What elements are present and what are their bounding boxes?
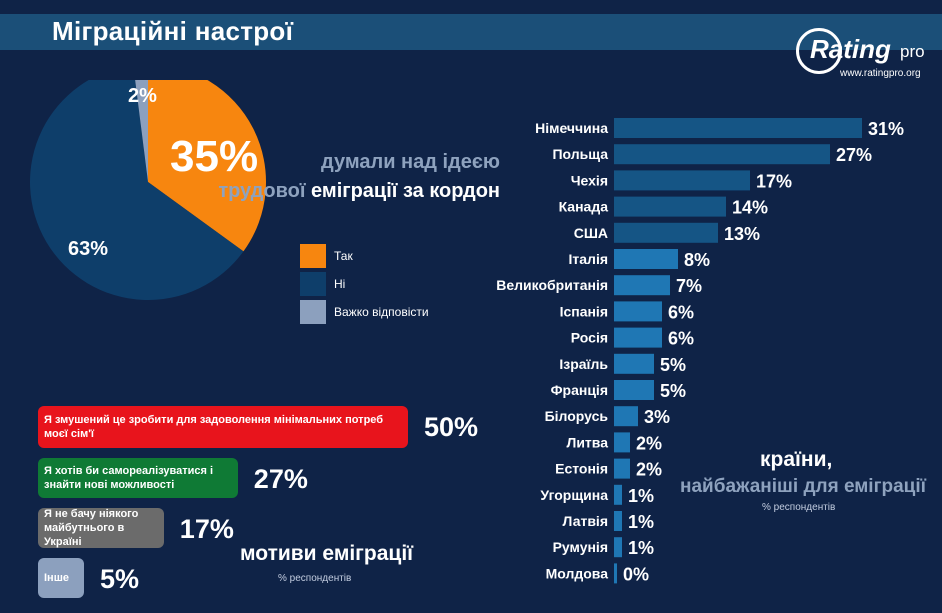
pie-slice-0	[148, 80, 266, 252]
country-value: 17%	[756, 171, 792, 191]
country-bar	[614, 537, 622, 558]
pie-title-line1: думали над ідеєю	[321, 151, 500, 173]
pie-title-line2: трудової еміграції за кордон	[210, 177, 500, 206]
country-value: 6%	[668, 329, 694, 349]
country-bar	[614, 511, 622, 531]
country-bar	[614, 432, 630, 453]
country-bar	[614, 196, 726, 217]
country-label: Франція	[551, 382, 608, 398]
logo-circle-icon	[796, 28, 842, 74]
country-value: 13%	[724, 224, 760, 244]
country-label: Молдова	[546, 565, 609, 581]
country-label: Білорусь	[545, 408, 609, 424]
country-bar	[614, 484, 622, 505]
motive-bar: Інше	[38, 558, 84, 598]
motive-value: 27%	[253, 464, 308, 494]
country-bar	[614, 458, 630, 479]
country-bar	[614, 327, 662, 348]
motives-title: мотиви еміграції	[240, 542, 414, 565]
country-value: 0%	[623, 564, 649, 584]
logo-url: www.ratingpro.org	[840, 68, 921, 79]
country-label: США	[574, 225, 608, 241]
country-value: 5%	[660, 355, 686, 375]
country-label: Латвія	[563, 513, 608, 529]
country-value: 8%	[684, 250, 710, 270]
legend-item: Так	[300, 242, 429, 270]
country-value: 3%	[644, 407, 670, 427]
country-value: 1%	[628, 486, 654, 506]
legend-label: Ні	[334, 277, 346, 291]
countries-title: країни,	[760, 448, 833, 471]
country-label: Ізраїль	[559, 356, 608, 372]
country-label: Росія	[571, 330, 608, 346]
country-bar	[614, 249, 678, 269]
country-value: 2%	[636, 433, 662, 453]
country-label: Італія	[569, 251, 608, 267]
country-bar	[614, 301, 662, 322]
logo-word: Rating	[810, 34, 891, 64]
country-value: 2%	[636, 460, 662, 480]
logo-pro: pro	[900, 42, 925, 61]
country-bar	[614, 170, 750, 191]
country-label: Литва	[567, 434, 609, 450]
country-bar	[614, 380, 654, 400]
pie-chart: 63% 2%	[30, 80, 266, 300]
motives-note: % респондентів	[278, 573, 352, 584]
country-value: 7%	[676, 276, 702, 296]
pie-slice-label-1: 63%	[68, 238, 108, 260]
country-label: Румунія	[553, 539, 608, 555]
legend-label: Важко відповісти	[334, 305, 429, 319]
page-title: Міграційні настрої	[52, 16, 294, 46]
countries-subtitle: найбажаніші для еміграції	[680, 476, 926, 497]
motive-bar: Я хотів би самореалізуватися і знайти но…	[38, 458, 238, 498]
country-bar	[614, 222, 718, 243]
country-bar	[614, 353, 654, 374]
motive-bar: Я змушений це зробити для задоволення мі…	[38, 406, 408, 448]
ratingpro-logo: Rating pro www.ratingpro.org	[796, 28, 936, 83]
country-bar	[614, 406, 638, 427]
pie-slice-1	[30, 80, 244, 300]
motive-value: 5%	[100, 564, 140, 594]
country-value: 5%	[660, 381, 686, 401]
country-label: Канада	[559, 199, 609, 215]
pie-big-value: 35%	[170, 132, 259, 181]
legend-swatch	[300, 300, 326, 324]
country-bar	[614, 563, 617, 584]
pie-title-dim-word: трудової	[218, 180, 306, 202]
legend-swatch	[300, 244, 326, 268]
country-bar	[614, 144, 830, 165]
pie-slice-label-2: 2%	[128, 85, 157, 107]
legend-item: Ні	[300, 270, 429, 298]
country-label: Іспанія	[560, 303, 608, 319]
country-label: Чехія	[571, 172, 608, 188]
motive-bar: Я не бачу ніякого майбутнього в Україні	[38, 508, 164, 548]
countries-note: % респондентів	[762, 502, 836, 513]
pie-slice-2	[135, 80, 148, 182]
country-value: 31%	[868, 119, 904, 139]
motive-value: 50%	[424, 412, 479, 442]
country-label: Німеччина	[535, 120, 608, 136]
country-label: Угорщина	[540, 487, 608, 503]
pie-title-rest: еміграції за кордон	[305, 180, 500, 202]
pie-legend: Так Ні Важко відповісти	[300, 242, 429, 326]
country-bar	[614, 275, 670, 296]
country-label: Естонія	[555, 461, 608, 477]
country-value: 1%	[628, 512, 654, 532]
country-value: 6%	[668, 302, 694, 322]
motive-value: 17%	[179, 514, 234, 544]
country-label: Великобританія	[496, 277, 608, 293]
legend-swatch	[300, 272, 326, 296]
country-label: Польща	[552, 146, 608, 162]
country-value: 14%	[732, 198, 768, 218]
country-bar	[614, 118, 862, 138]
country-value: 1%	[628, 538, 654, 558]
legend-label: Так	[334, 249, 353, 263]
country-value: 27%	[836, 145, 872, 165]
legend-item: Важко відповісти	[300, 298, 429, 326]
pie-title: думали над ідеєю трудової еміграції за к…	[210, 148, 500, 206]
title-bar	[0, 14, 942, 50]
